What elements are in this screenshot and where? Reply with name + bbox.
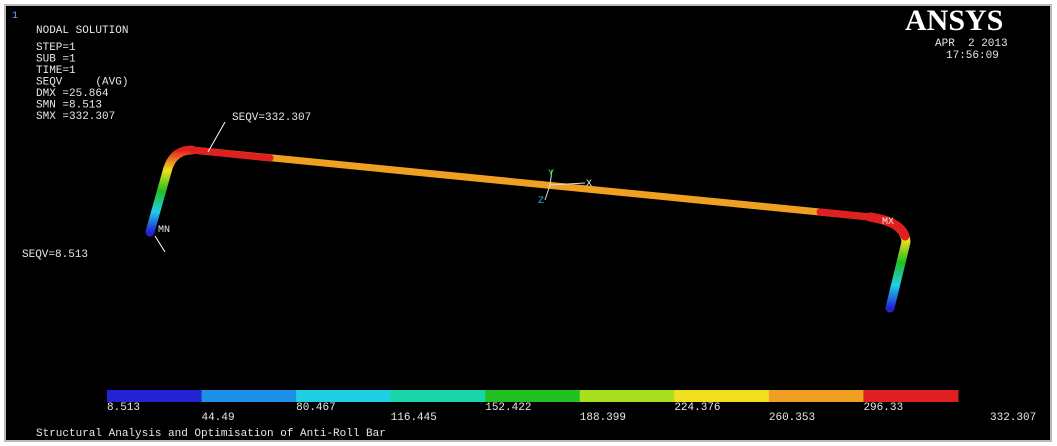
legend-band (391, 390, 486, 402)
window-index: 1 (12, 11, 18, 22)
legend-band (202, 390, 297, 402)
status-line: SMN =8.513 (36, 100, 102, 112)
legend-band (863, 390, 958, 402)
date: APR 2 2013 (935, 38, 1008, 50)
mn-marker: MN (158, 225, 170, 236)
legend-label: 44.49 (202, 412, 235, 424)
axis-x: X (586, 179, 592, 190)
legend-label: 8.513 (107, 402, 140, 414)
status-line: SMX =332.307 (36, 111, 115, 123)
legend-label: 260.353 (769, 412, 815, 424)
max-label: SEQV=332.307 (232, 112, 311, 124)
title: NODAL SOLUTION (36, 25, 128, 37)
legend-band (769, 390, 864, 402)
legend-label: 188.399 (580, 412, 626, 424)
footer: Structural Analysis and Optimisation of … (36, 428, 386, 440)
legend-label: 224.376 (674, 402, 720, 414)
legend-band (107, 390, 202, 402)
legend-band (485, 390, 580, 402)
legend-label: 332.307 (990, 412, 1036, 424)
page: {"header": {"index": "1", "title": "NODA… (0, 0, 1057, 446)
legend-band (580, 390, 675, 402)
legend-band (296, 390, 391, 402)
min-label: SEQV=8.513 (22, 249, 88, 261)
time: 17:56:09 (946, 50, 999, 62)
axis-z: Z (538, 196, 544, 207)
ansys-window: 1 NODAL SOLUTION STEP=1SUB =1TIME=1SEQV … (0, 0, 1057, 446)
legend-label: 116.445 (391, 412, 437, 424)
legend-label: 152.422 (485, 402, 531, 414)
axis-y: Y (548, 169, 554, 180)
legend-band (674, 390, 769, 402)
status-line: STEP=1 (36, 42, 76, 54)
status-line: DMX =25.864 (36, 88, 109, 100)
status-line: SUB =1 (36, 54, 76, 66)
status-line: SEQV (AVG) (36, 77, 128, 89)
legend-label: 296.33 (863, 402, 903, 414)
status-line: TIME=1 (36, 65, 76, 77)
legend-label: 80.467 (296, 402, 336, 414)
mx-marker: MX (882, 217, 894, 228)
logo: ANSYS (905, 4, 1003, 37)
